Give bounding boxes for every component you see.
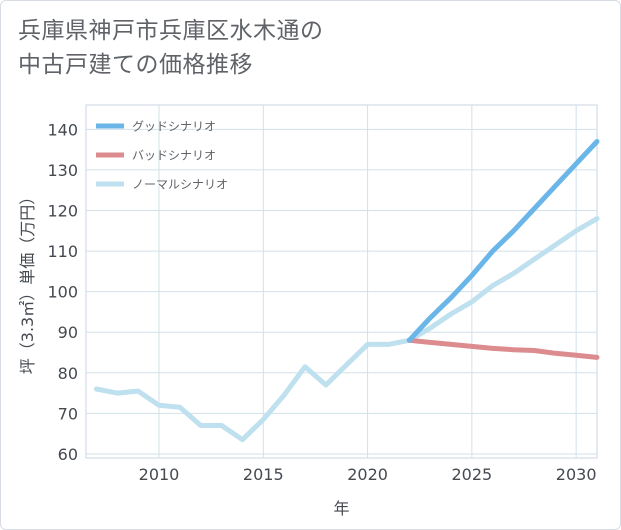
x-axis-ticks: 2010 2015 2020 2025 2030 bbox=[139, 465, 597, 484]
y-axis-title: 坪（3.3㎡）単価（万円） bbox=[18, 189, 37, 374]
plot-area bbox=[85, 104, 598, 459]
x-tick-label: 2015 bbox=[243, 465, 284, 484]
x-tick-label: 2025 bbox=[451, 465, 492, 484]
x-tick-label: 2030 bbox=[556, 465, 597, 484]
series-line-0 bbox=[406, 139, 600, 343]
legend-label: グッドシナリオ bbox=[132, 120, 216, 134]
series-lines bbox=[93, 139, 600, 443]
chart-title: 兵庫県神戸市兵庫区水木通の 中古戸建ての価格推移 bbox=[18, 14, 324, 82]
grid-lines bbox=[86, 105, 597, 458]
y-tick-label: 140 bbox=[47, 120, 78, 139]
chart-title-line-2: 中古戸建ての価格推移 bbox=[18, 52, 253, 78]
y-tick-label: 90 bbox=[58, 323, 78, 342]
y-tick-label: 80 bbox=[58, 364, 78, 383]
series-line-2 bbox=[93, 216, 600, 443]
y-tick-label: 60 bbox=[58, 445, 78, 464]
legend-label: バッドシナリオ bbox=[132, 149, 216, 163]
y-tick-label: 70 bbox=[58, 404, 78, 423]
y-tick-label: 100 bbox=[47, 283, 78, 302]
x-axis-title: 年 bbox=[333, 499, 349, 518]
y-tick-label: 130 bbox=[47, 161, 78, 180]
legend-label: ノーマルシナリオ bbox=[132, 178, 228, 192]
y-tick-label: 120 bbox=[47, 201, 78, 220]
chart-title-line-1: 兵庫県神戸市兵庫区水木通の bbox=[18, 18, 324, 44]
x-tick-label: 2020 bbox=[347, 465, 388, 484]
x-tick-label: 2010 bbox=[139, 465, 180, 484]
y-axis-ticks: 60 70 80 90 100 110 120 130 140 bbox=[47, 120, 78, 464]
y-tick-label: 110 bbox=[47, 242, 78, 261]
series-line-1 bbox=[406, 337, 600, 360]
